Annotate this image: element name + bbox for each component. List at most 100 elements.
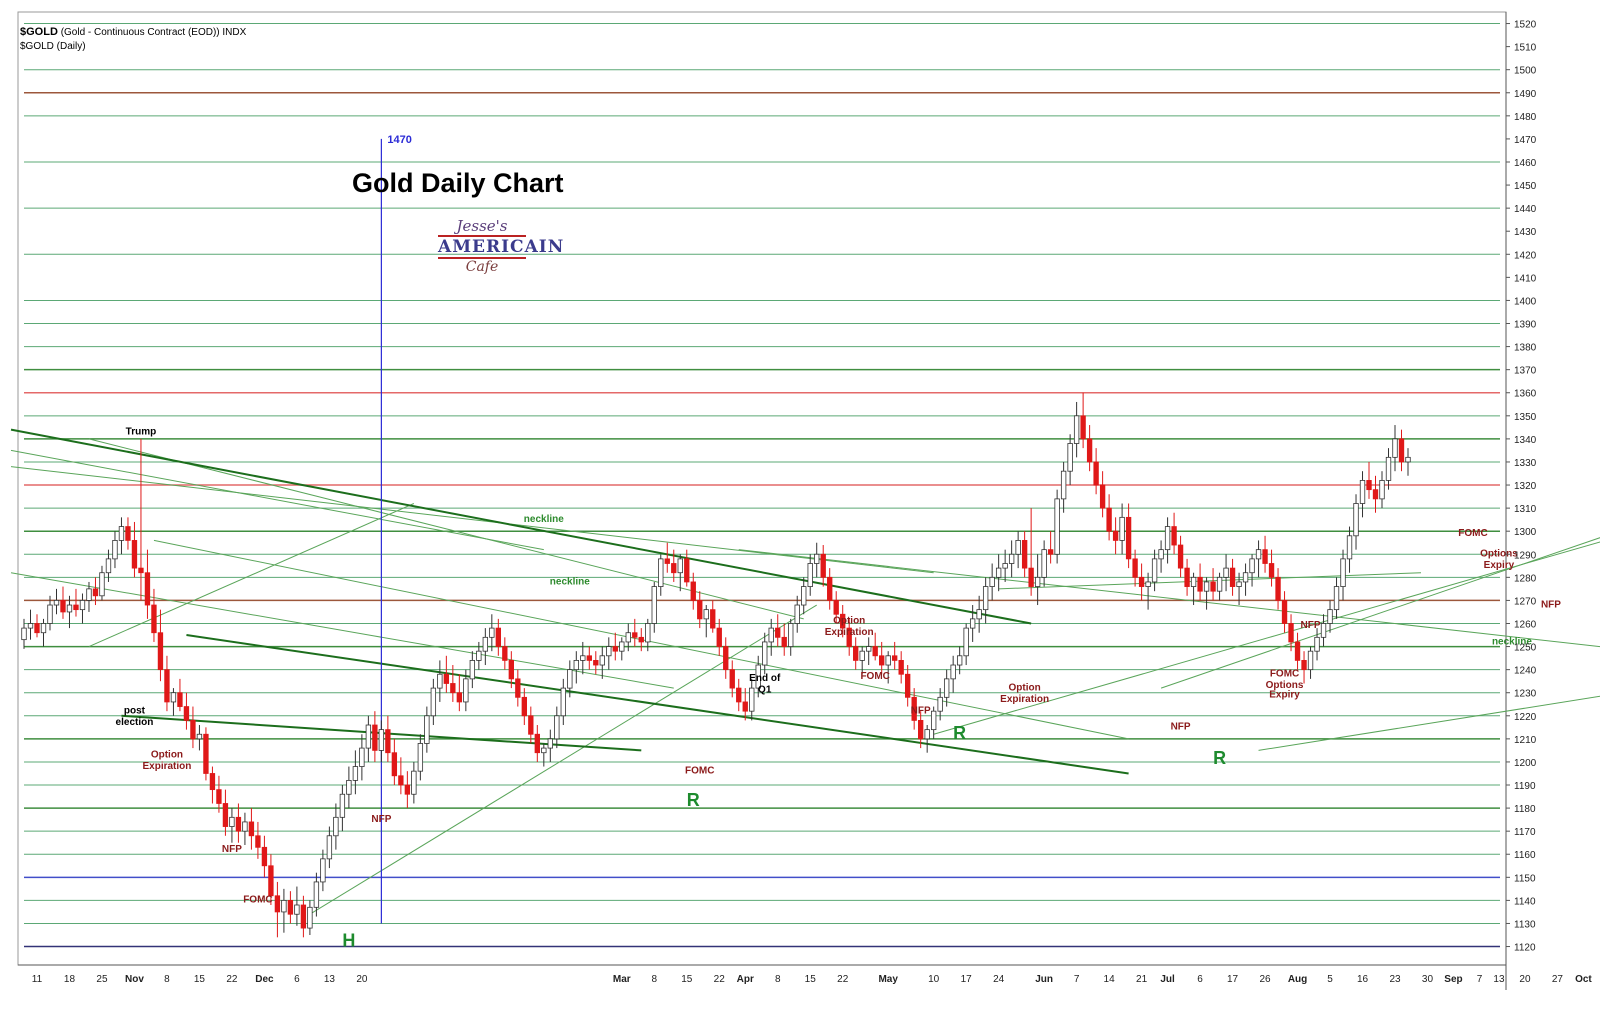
symbol-description: (Gold - Continuous Contract (EOD)) INDX [60, 27, 247, 38]
candle-body [476, 650, 482, 661]
candle-body [1346, 535, 1353, 560]
candle-body [131, 540, 138, 569]
candle-body [313, 881, 320, 908]
y-tick-label: 1490 [1514, 89, 1537, 100]
y-tick-label: 1340 [1514, 435, 1537, 446]
candle-body [801, 586, 807, 606]
candle-body [651, 586, 657, 624]
x-tick-label: 11 [32, 974, 43, 985]
x-tick-label: May [878, 974, 898, 985]
candle-body [788, 623, 794, 647]
x-tick-label: 10 [928, 974, 940, 985]
candle-body [1249, 558, 1255, 574]
x-tick-label: 22 [714, 974, 726, 985]
chart-annotation: Options [1266, 680, 1304, 691]
trendline [933, 541, 1600, 735]
y-tick-label: 1470 [1514, 135, 1537, 146]
y-tick-label: 1310 [1514, 504, 1537, 515]
candle-body [125, 526, 131, 541]
candle-body [216, 789, 222, 804]
candle-body [164, 669, 170, 703]
candle-body [450, 683, 456, 694]
candle-body [658, 558, 664, 587]
x-tick-label: 18 [64, 974, 76, 985]
candle-body [1236, 581, 1242, 587]
y-tick-label: 1480 [1514, 112, 1537, 123]
candle-body [1333, 586, 1340, 611]
chart-annotation: neckline [524, 514, 564, 525]
candle-body [352, 766, 359, 781]
candle-body [976, 609, 982, 620]
candle-body [469, 660, 476, 680]
candle-body [222, 803, 229, 827]
candle-body [40, 623, 47, 634]
candle-body [1340, 558, 1346, 587]
candle-body [827, 576, 833, 601]
candle-body [1028, 567, 1034, 587]
candle-body [995, 567, 1002, 578]
candle-body [183, 706, 190, 721]
candle-body [274, 895, 281, 913]
candle-body [398, 775, 404, 786]
candle-body [1015, 540, 1021, 555]
y-tick-label: 1400 [1514, 296, 1537, 307]
symbol-label: $GOLD [20, 26, 58, 38]
candle-body [1216, 576, 1223, 592]
y-tick-label: 1520 [1514, 20, 1537, 31]
target-marker-label: 1470 [387, 134, 411, 146]
candle-body [502, 646, 508, 661]
chart-annotation: Expiration [1000, 694, 1049, 705]
candle-body [430, 687, 437, 717]
candle-body [1073, 415, 1080, 444]
candle-body [749, 687, 755, 712]
cafe-logo: Jesse's AMERICAIN Cafe [438, 215, 563, 297]
candle-body [1008, 553, 1015, 564]
candle-body [203, 733, 209, 774]
candle-body [703, 609, 709, 620]
chart-annotation: Expiration [142, 761, 191, 772]
candle-body [333, 816, 339, 837]
candle-body [79, 600, 86, 611]
candle-body [508, 660, 514, 680]
x-tick-label: 16 [1357, 974, 1369, 985]
x-tick-label: 21 [1136, 974, 1148, 985]
candle-body [560, 687, 566, 717]
candle-body [190, 720, 196, 740]
candle-body [580, 655, 586, 661]
y-tick-label: 1330 [1514, 458, 1537, 469]
x-tick-label: 22 [837, 974, 849, 985]
candle-body [411, 770, 417, 795]
chart-annotation: FOMC [685, 765, 714, 776]
candle-body [443, 673, 450, 684]
y-tick-label: 1160 [1514, 850, 1536, 861]
chart-annotation: NFP [1541, 599, 1561, 610]
candle-body [21, 627, 27, 641]
y-tick-label: 1380 [1514, 343, 1537, 354]
candle-body [281, 899, 287, 913]
y-tick-label: 1170 [1514, 827, 1536, 838]
x-tick-label: 6 [1197, 974, 1203, 985]
candle-body [307, 906, 313, 929]
candle-body [1242, 572, 1249, 583]
candle-body [1099, 484, 1106, 509]
candle-body [989, 576, 995, 587]
x-tick-label: 15 [805, 974, 817, 985]
candle-body [118, 526, 125, 541]
candle-body [1086, 438, 1093, 463]
candle-body [268, 865, 274, 897]
candle-body [1171, 526, 1177, 546]
candle-body [1229, 567, 1236, 587]
x-tick-label: 15 [681, 974, 693, 985]
y-tick-label: 1500 [1514, 66, 1537, 77]
y-tick-label: 1300 [1514, 527, 1537, 538]
candle-body [1255, 549, 1262, 560]
candle-body [619, 641, 625, 652]
candle-body [1320, 623, 1327, 638]
candle-body [723, 646, 729, 671]
candle-body [157, 632, 164, 671]
candle-body [645, 623, 651, 643]
y-tick-label: 1320 [1514, 481, 1537, 492]
y-tick-label: 1270 [1514, 596, 1537, 607]
candle-body [482, 636, 489, 652]
candle-body [489, 627, 495, 638]
